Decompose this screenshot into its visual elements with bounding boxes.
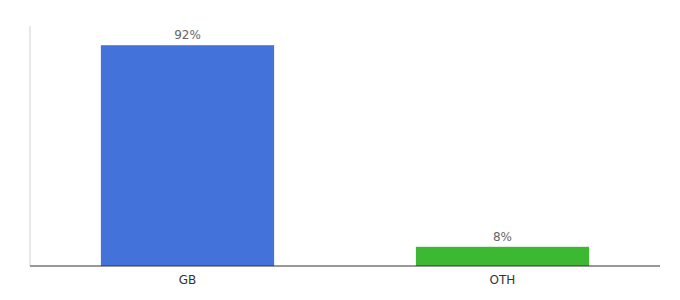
y-axis-line [30, 26, 31, 266]
bar [101, 45, 274, 266]
x-tick-label: GB [179, 273, 197, 287]
x-axis-line [30, 266, 660, 267]
chart-svg: 92% 8% GB OTH [0, 0, 680, 300]
bar [416, 247, 589, 266]
chart-container: 92% 8% GB OTH [0, 0, 680, 300]
x-tick-label: OTH [490, 273, 516, 287]
marks [101, 45, 589, 266]
data-label: 92% [174, 28, 201, 42]
data-label: 8% [493, 230, 512, 244]
